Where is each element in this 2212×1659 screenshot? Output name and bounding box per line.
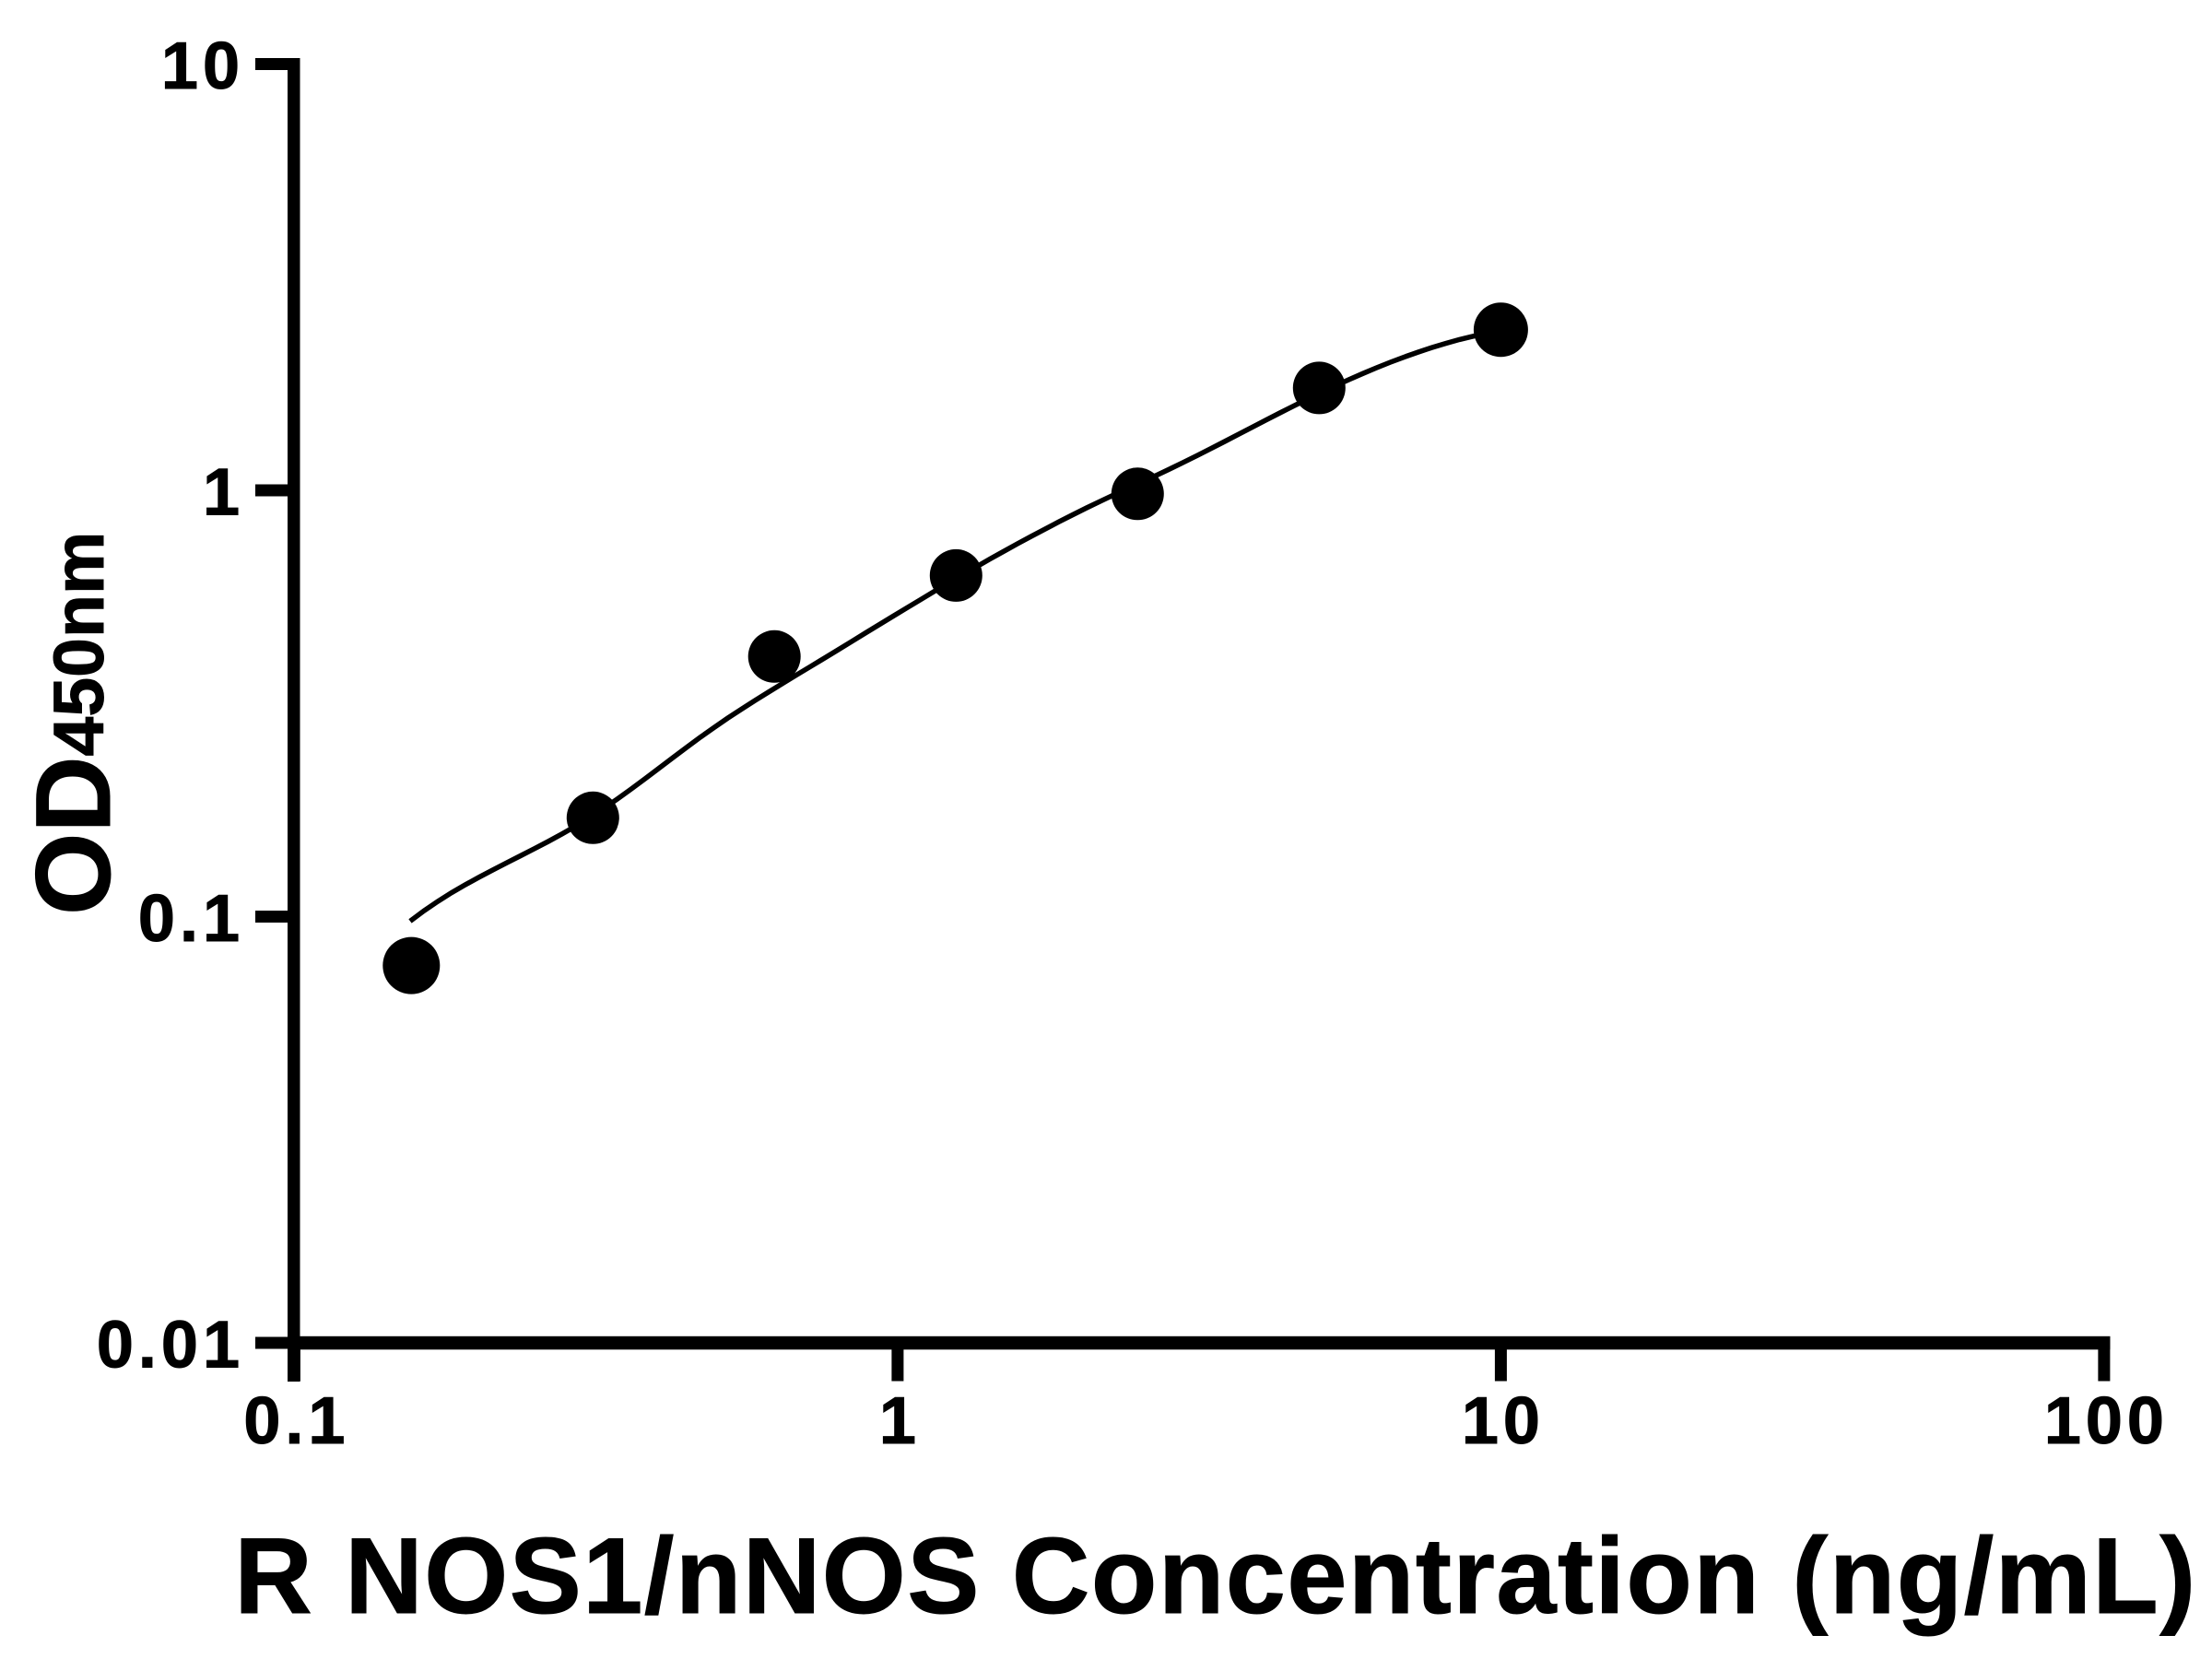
svg-text:0.01: 0.01 bbox=[97, 1308, 244, 1382]
svg-text:1: 1 bbox=[879, 1384, 921, 1458]
svg-text:0.1: 0.1 bbox=[243, 1384, 349, 1458]
svg-text:R NOS1/nNOS Concentration (ng/: R NOS1/nNOS Concentration (ng/mL) bbox=[234, 1515, 2197, 1636]
svg-text:10: 10 bbox=[161, 29, 244, 103]
svg-text:100: 100 bbox=[2044, 1384, 2169, 1458]
svg-text:10: 10 bbox=[1462, 1384, 1545, 1458]
svg-text:0.1: 0.1 bbox=[138, 882, 244, 956]
svg-text:1: 1 bbox=[203, 455, 244, 529]
